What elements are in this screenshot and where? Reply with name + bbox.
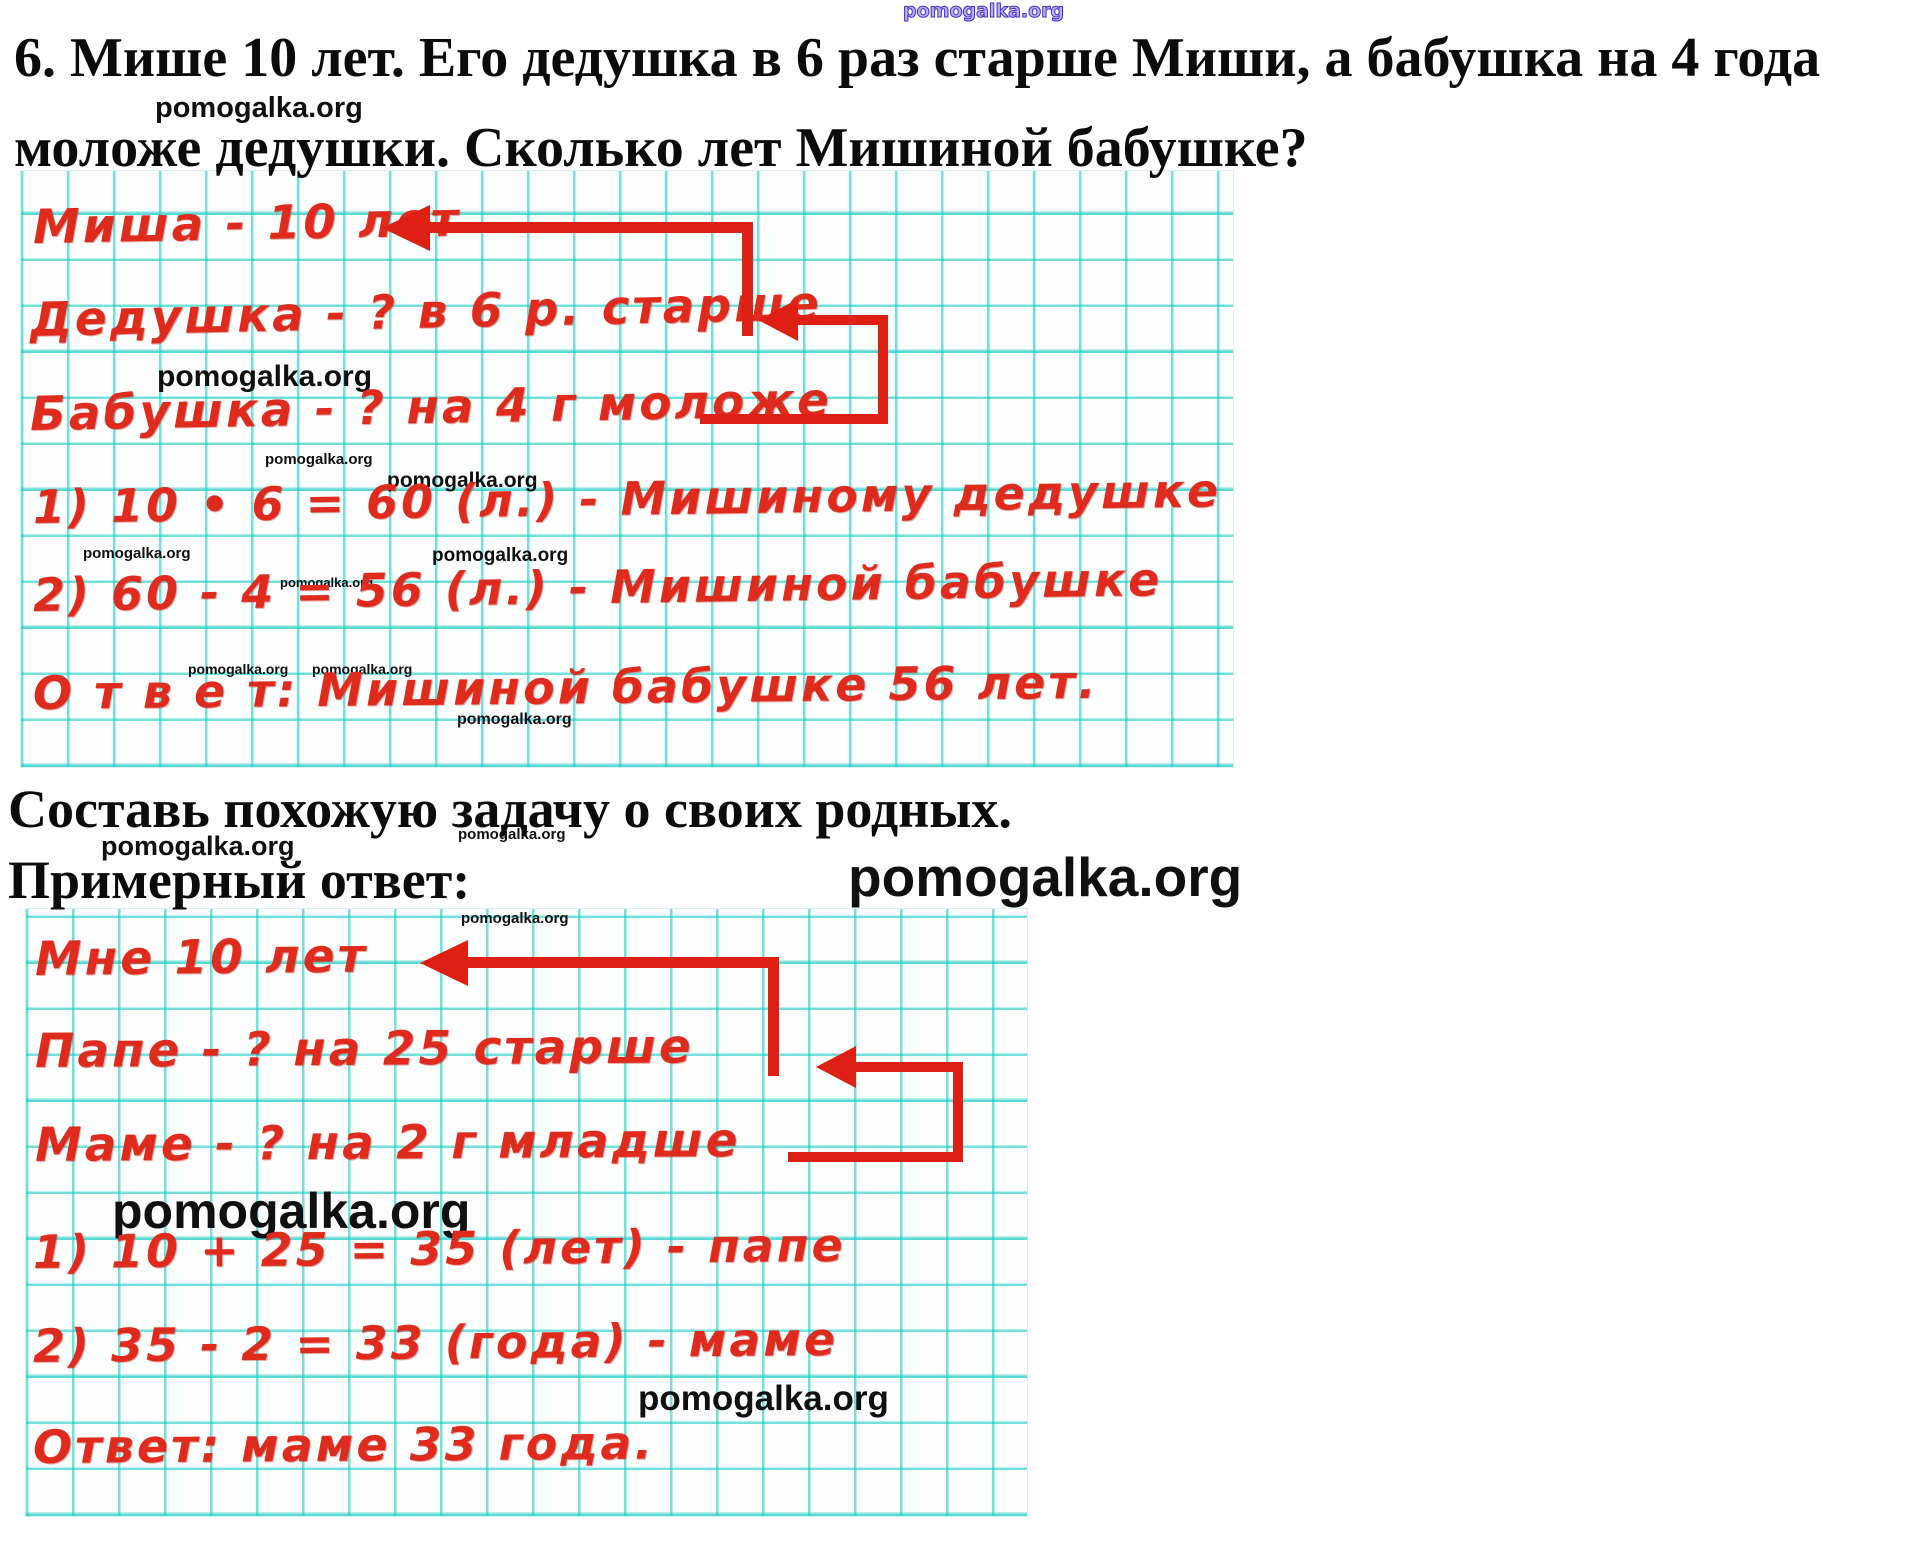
arrow-babushka-to-dedushka-vertical bbox=[878, 315, 888, 424]
watermark: pomogalka.org bbox=[265, 451, 373, 468]
task-instruction: Составь похожую задачу о своих родных. bbox=[8, 779, 1012, 839]
arrow-babushka-to-dedushka-horizontal-top bbox=[794, 315, 888, 325]
watermark: pomogalka.org bbox=[112, 1183, 471, 1239]
watermark: pomogalka.org bbox=[280, 575, 374, 590]
given-line-mne: Мне 10 лет bbox=[34, 928, 369, 987]
watermark: pomogalka.org bbox=[157, 360, 373, 393]
watermark: pomogalka.org bbox=[848, 846, 1243, 908]
arrow-babushka-to-dedushka-head-icon bbox=[758, 299, 798, 341]
watermark: pomogalka.org bbox=[432, 545, 569, 566]
solution-step-1: 1) 10 + 25 = 35 (лет) - папе bbox=[32, 1217, 846, 1279]
watermark: pomogalka.org bbox=[461, 910, 569, 927]
watermark: pomogalka.org bbox=[155, 92, 363, 124]
solution-step-2: 2) 35 - 2 = 33 (года) - маме bbox=[32, 1311, 839, 1373]
watermark: pomogalka.org bbox=[638, 1379, 889, 1418]
answer-line: О т в е т: Мишиной бабушке 56 лет. bbox=[32, 654, 1099, 720]
given-line-mame: Маме - ? на 2 г младше bbox=[34, 1113, 741, 1173]
arrow-dedushka-to-misha-horizontal bbox=[425, 222, 753, 233]
notebook-sheet-2 bbox=[25, 908, 1028, 1517]
notebook-sheet-1 bbox=[20, 170, 1234, 768]
problem-title-line1: 6. Мише 10 лет. Его дедушка в 6 раз стар… bbox=[14, 27, 1821, 89]
arrow-mame-to-pape-horizontal-bottom bbox=[788, 1152, 963, 1162]
given-line-babushka: Бабушка - ? на 4 г моложе bbox=[29, 373, 833, 442]
arrow-dedushka-to-misha-vertical bbox=[742, 222, 753, 336]
answer-line: Ответ: маме 33 года. bbox=[32, 1415, 656, 1474]
watermark: pomogalka.org bbox=[458, 826, 566, 843]
watermark: pomogalka.org bbox=[83, 545, 191, 562]
arrow-pape-to-mne-vertical bbox=[768, 957, 779, 1076]
watermark: pomogalka.org bbox=[457, 711, 572, 728]
watermark: pomogalka.org bbox=[188, 661, 289, 677]
arrow-mame-to-pape-vertical bbox=[953, 1062, 963, 1162]
watermark: pomogalka.org bbox=[312, 661, 413, 677]
arrow-babushka-to-dedushka-horizontal-bottom bbox=[700, 414, 888, 424]
watermark: pomogalka.org bbox=[902, 0, 1065, 22]
watermark: pomogalka.org bbox=[387, 469, 538, 492]
problem-title-line2: моложе дедушки. Сколько лет Мишиной бабу… bbox=[14, 117, 1308, 179]
arrow-pape-to-mne-head-icon bbox=[420, 940, 468, 986]
sample-answer-label: Примерный ответ: bbox=[8, 850, 471, 910]
arrow-pape-to-mne-horizontal bbox=[462, 957, 779, 968]
given-line-pape: Папе - ? на 25 старше bbox=[34, 1019, 695, 1079]
watermark: pomogalka.org bbox=[101, 831, 295, 861]
arrow-mame-to-pape-head-icon bbox=[816, 1046, 856, 1088]
arrow-dedushka-to-misha-head-icon bbox=[382, 205, 430, 251]
arrow-mame-to-pape-horizontal-top bbox=[852, 1062, 963, 1072]
